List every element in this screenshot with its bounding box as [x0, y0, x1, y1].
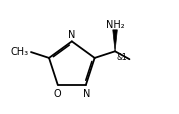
Text: O: O: [53, 88, 61, 98]
Text: N: N: [83, 88, 90, 98]
Text: N: N: [68, 30, 76, 40]
Text: NH₂: NH₂: [106, 19, 124, 29]
Text: &1: &1: [116, 53, 127, 62]
Polygon shape: [113, 31, 117, 52]
Text: CH₃: CH₃: [11, 46, 29, 56]
